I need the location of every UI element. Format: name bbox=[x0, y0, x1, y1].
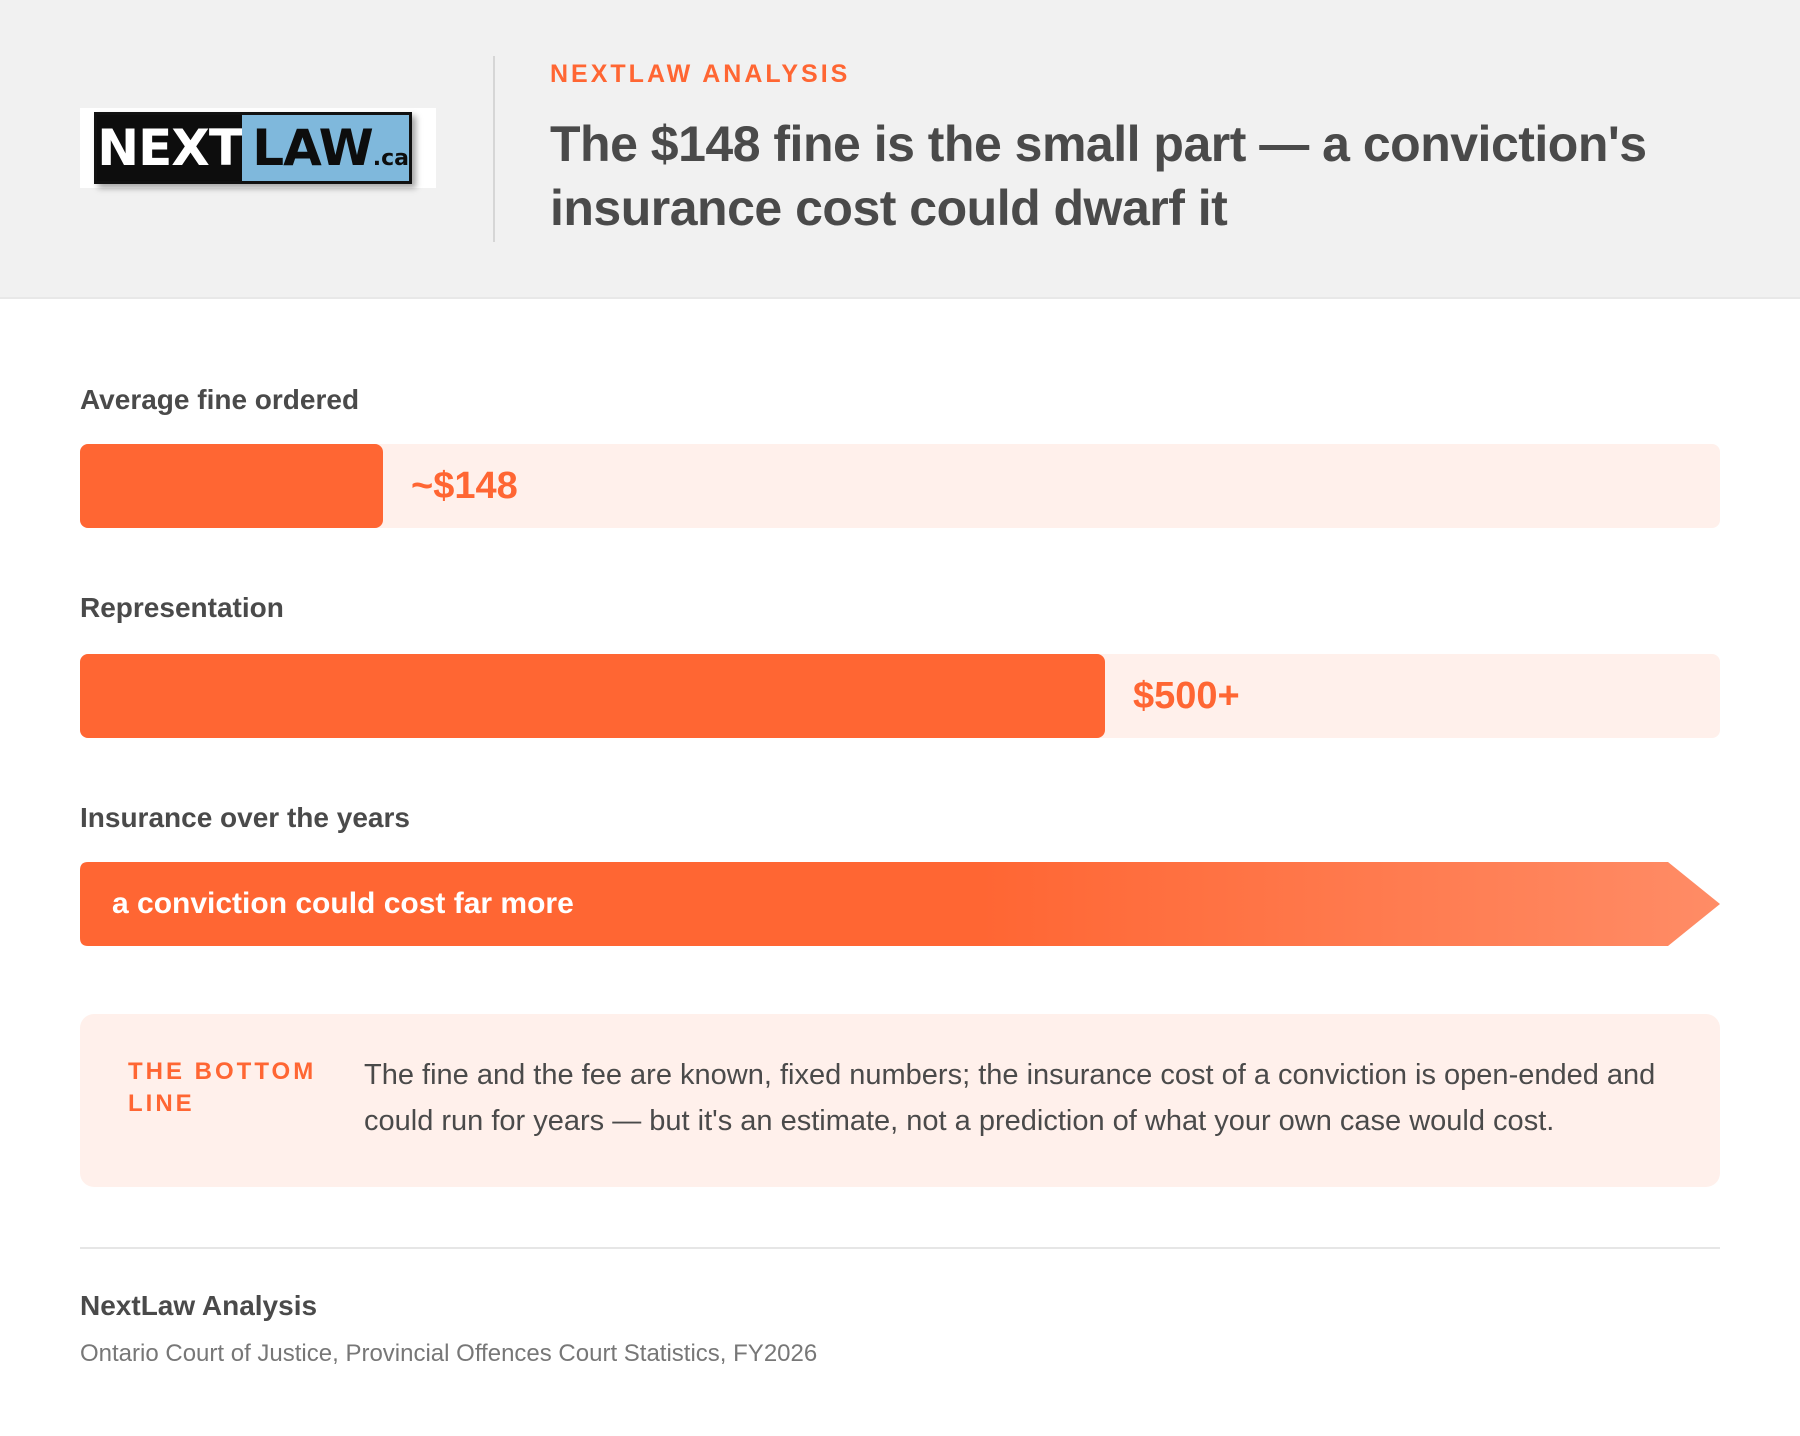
bar-label-representation: Representation bbox=[80, 592, 284, 623]
footer-divider bbox=[80, 1247, 1720, 1249]
source-detail: Ontario Court of Justice, Provincial Off… bbox=[80, 1340, 818, 1367]
bar-value-fine: ~$148 bbox=[411, 465, 518, 507]
logo-next: NEXT bbox=[97, 115, 243, 181]
header-divider bbox=[493, 56, 495, 242]
bar-insurance: a conviction could cost far more bbox=[80, 862, 1720, 946]
logo-law: LAW.ca bbox=[242, 115, 409, 181]
logo-tld: .ca bbox=[372, 146, 409, 171]
bottom-line-callout: THE BOTTOM LINE The fine and the fee are… bbox=[80, 1014, 1720, 1187]
bar-label-insurance: Insurance over the years bbox=[80, 802, 410, 833]
callout-text: The fine and the fee are known, fixed nu… bbox=[364, 1059, 1656, 1137]
source-name: NextLaw Analysis bbox=[80, 1290, 318, 1321]
bar-insurance-label: a conviction could cost far more bbox=[112, 887, 574, 920]
callout-label: THE BOTTOM LINE bbox=[128, 1058, 317, 1117]
bar-insurance-arrow bbox=[80, 862, 1720, 946]
logo: NEXT LAW.ca bbox=[80, 108, 436, 188]
logo-law-text: LAW bbox=[252, 119, 373, 177]
nextlaw-logo: NEXT LAW.ca bbox=[94, 112, 412, 184]
bar-fine bbox=[80, 444, 383, 528]
page-title: The $148 fine is the small part — a conv… bbox=[550, 116, 1647, 236]
bar-track-fine: ~$148 bbox=[80, 444, 1720, 528]
bar-track-representation: $500+ bbox=[80, 654, 1720, 738]
header: NEXT LAW.ca NEXTLAW ANALYSIS The $148 fi… bbox=[0, 0, 1800, 299]
eyebrow: NEXTLAW ANALYSIS bbox=[550, 60, 851, 88]
bar-representation bbox=[80, 654, 1105, 738]
bar-value-representation: $500+ bbox=[1133, 675, 1240, 717]
bar-label-fine: Average fine ordered bbox=[80, 384, 360, 415]
